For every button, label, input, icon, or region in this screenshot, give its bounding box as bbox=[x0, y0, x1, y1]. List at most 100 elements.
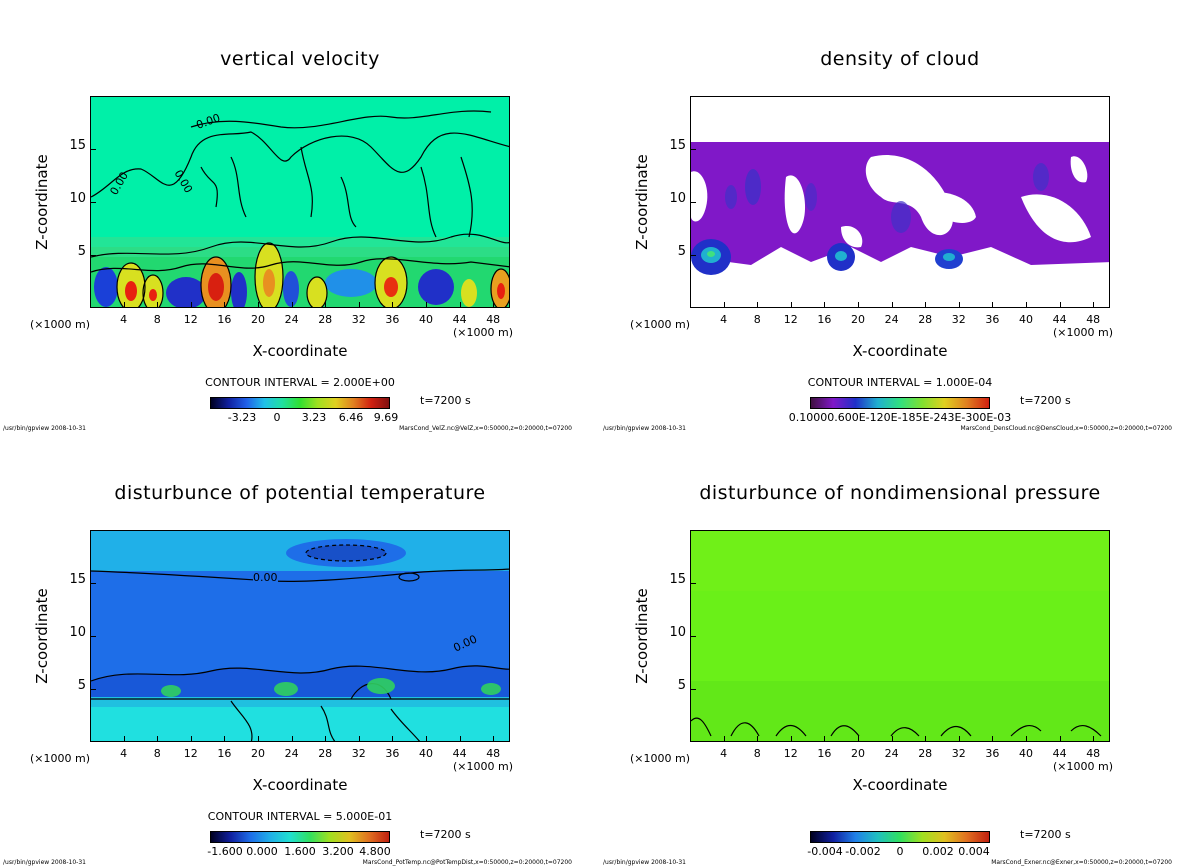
x-tick-label: 44 bbox=[1052, 313, 1067, 326]
y-tick-label: 15 bbox=[69, 572, 86, 587]
x-tick-mark bbox=[790, 302, 792, 308]
chart-panel-density-of-cloud: density of cloud bbox=[600, 0, 1200, 434]
x-tick-mark bbox=[891, 736, 893, 742]
y-tick-mark bbox=[690, 149, 696, 150]
x-tick-label: 36 bbox=[985, 747, 1000, 760]
x-tick-label: 44 bbox=[1052, 747, 1067, 760]
y-tick-label: 5 bbox=[677, 244, 686, 259]
x-tick-label: 28 bbox=[918, 747, 933, 760]
footer-right: MarsCond_PotTemp.nc@PotTempDist,x=0:5000… bbox=[362, 859, 572, 866]
x-tick-label: 36 bbox=[985, 313, 1000, 326]
x-tick-label: 28 bbox=[318, 313, 333, 326]
colorbar bbox=[210, 831, 390, 843]
x-tick-label: 32 bbox=[351, 313, 366, 326]
footer-right: MarsCond_Exner.nc@Exner,x=0:50000,z=0:20… bbox=[991, 859, 1172, 866]
chart-title: disturbunce of nondimensional pressure bbox=[699, 482, 1101, 504]
colorbar-label: 0 bbox=[273, 411, 281, 424]
x-tick-label: 12 bbox=[183, 313, 198, 326]
x-tick-label: 40 bbox=[1019, 313, 1033, 326]
x-tick-mark bbox=[858, 302, 859, 308]
chart-panel-potential-temperature: disturbunce of potential temperature bbox=[0, 434, 600, 868]
x-tick-mark bbox=[757, 302, 759, 308]
colorbar-label: -1.600 bbox=[207, 845, 243, 858]
y-tick-mark bbox=[90, 636, 96, 637]
y-tick-mark bbox=[690, 583, 696, 584]
velocity-field bbox=[91, 110, 509, 307]
contour-lines bbox=[91, 544, 509, 741]
colorbar-label: 3.23 bbox=[301, 411, 327, 424]
x-axis-label: X-coordinate bbox=[852, 342, 948, 360]
x-unit-label-right: (×1000 m) bbox=[453, 326, 514, 339]
x-tick-mark bbox=[824, 736, 826, 742]
plot-area: 0.00 0.00 0.00 bbox=[90, 96, 510, 308]
y-tick-mark bbox=[90, 149, 96, 150]
x-tick-label: 44 bbox=[452, 747, 467, 760]
y-tick-mark bbox=[690, 202, 696, 203]
colorbar-label: 0 bbox=[896, 845, 904, 858]
x-tick-mark bbox=[992, 736, 994, 742]
x-tick-label: 20 bbox=[851, 747, 865, 760]
x-tick-label: 8 bbox=[753, 747, 761, 760]
x-tick-label: 16 bbox=[817, 747, 832, 760]
footer-right: MarsCond_VelZ.nc@VelZ,x=0:50000,z=0:2000… bbox=[399, 425, 572, 432]
x-tick-mark bbox=[723, 736, 725, 742]
x-tick-label: 24 bbox=[284, 313, 299, 326]
footer-left: /usr/bin/gpview 2008-10-31 bbox=[603, 425, 686, 432]
chart-title: vertical velocity bbox=[220, 48, 380, 70]
x-tick-label: 4 bbox=[720, 313, 728, 326]
x-tick-label: 36 bbox=[385, 313, 400, 326]
footer-left: /usr/bin/gpview 2008-10-31 bbox=[3, 859, 86, 866]
x-tick-mark bbox=[459, 302, 461, 308]
x-unit-label-left: (×1000 m) bbox=[30, 752, 91, 765]
colorbar-label: 0.000 bbox=[246, 845, 278, 858]
x-unit-label-left: (×1000 m) bbox=[630, 318, 691, 331]
y-tick-label: 10 bbox=[69, 191, 86, 206]
colorbar-label: -0.004 bbox=[807, 845, 843, 858]
time-label: t=7200 s bbox=[420, 828, 471, 841]
y-tick-mark bbox=[90, 583, 96, 584]
x-tick-label: 12 bbox=[783, 313, 798, 326]
x-tick-mark bbox=[258, 302, 259, 308]
y-axis-label: Z-coordinate bbox=[33, 588, 51, 684]
x-tick-label: 32 bbox=[951, 313, 966, 326]
x-tick-mark bbox=[459, 736, 461, 742]
x-tick-mark bbox=[1059, 736, 1061, 742]
colorbar-label: 0.004 bbox=[958, 845, 990, 858]
time-label: t=7200 s bbox=[1020, 394, 1071, 407]
x-tick-mark bbox=[325, 736, 327, 742]
x-tick-label: 8 bbox=[753, 313, 761, 326]
colorbar-label: 3.200 bbox=[322, 845, 354, 858]
x-tick-label: 36 bbox=[385, 747, 400, 760]
x-axis-label: X-coordinate bbox=[852, 776, 948, 794]
x-tick-label: 20 bbox=[251, 747, 265, 760]
x-tick-mark bbox=[123, 736, 125, 742]
y-tick-label: 5 bbox=[77, 244, 86, 259]
x-tick-mark bbox=[1093, 302, 1095, 308]
contour-interval: CONTOUR INTERVAL = 1.000E-04 bbox=[807, 376, 993, 389]
plot-area bbox=[690, 530, 1110, 742]
x-tick-label: 24 bbox=[884, 747, 899, 760]
x-tick-mark bbox=[1026, 736, 1027, 742]
x-tick-mark bbox=[291, 302, 293, 308]
y-tick-label: 10 bbox=[669, 625, 686, 640]
x-tick-label: 28 bbox=[318, 747, 333, 760]
y-tick-label: 5 bbox=[677, 678, 686, 693]
x-tick-mark bbox=[891, 302, 893, 308]
colorbar-label: 0.002 bbox=[922, 845, 954, 858]
x-tick-mark bbox=[392, 736, 394, 742]
x-tick-label: 4 bbox=[120, 313, 128, 326]
x-tick-mark bbox=[392, 302, 394, 308]
x-tick-mark bbox=[858, 736, 859, 742]
y-tick-mark bbox=[90, 689, 96, 690]
x-tick-label: 44 bbox=[452, 313, 467, 326]
x-unit-label-right: (×1000 m) bbox=[453, 760, 514, 773]
footer-right: MarsCond_DensCloud.nc@DensCloud,x=0:5000… bbox=[960, 425, 1172, 432]
y-tick-mark bbox=[690, 636, 696, 637]
x-tick-label: 8 bbox=[153, 313, 161, 326]
cloud-cores bbox=[691, 163, 1049, 275]
x-tick-mark bbox=[1093, 736, 1095, 742]
colorbar bbox=[810, 831, 990, 843]
y-axis-label: Z-coordinate bbox=[33, 154, 51, 250]
y-tick-label: 5 bbox=[77, 678, 86, 693]
y-axis-label: Z-coordinate bbox=[633, 154, 651, 250]
